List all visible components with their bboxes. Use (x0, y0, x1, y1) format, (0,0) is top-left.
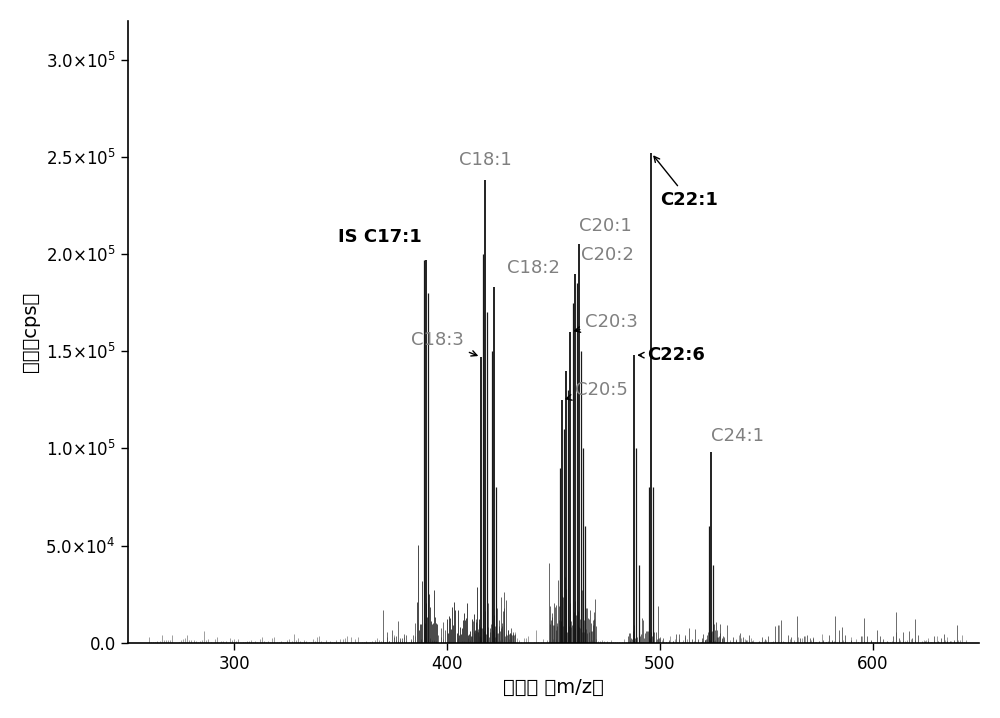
Text: C20:5: C20:5 (566, 381, 628, 400)
Y-axis label: 强度（cps）: 强度（cps） (21, 292, 40, 372)
X-axis label: 质荷比 （m/z）: 质荷比 （m/z） (503, 679, 604, 697)
Text: C20:1: C20:1 (579, 217, 632, 235)
Text: C22:6: C22:6 (639, 346, 705, 364)
Text: C20:2: C20:2 (581, 246, 634, 264)
Text: C18:1: C18:1 (459, 151, 512, 169)
Text: C20:3: C20:3 (575, 313, 638, 332)
Text: C24:1: C24:1 (711, 426, 764, 444)
Text: C18:3: C18:3 (411, 330, 477, 356)
Text: C22:1: C22:1 (654, 157, 718, 209)
Text: C18:2: C18:2 (507, 259, 559, 277)
Text: IS C17:1: IS C17:1 (338, 228, 421, 246)
